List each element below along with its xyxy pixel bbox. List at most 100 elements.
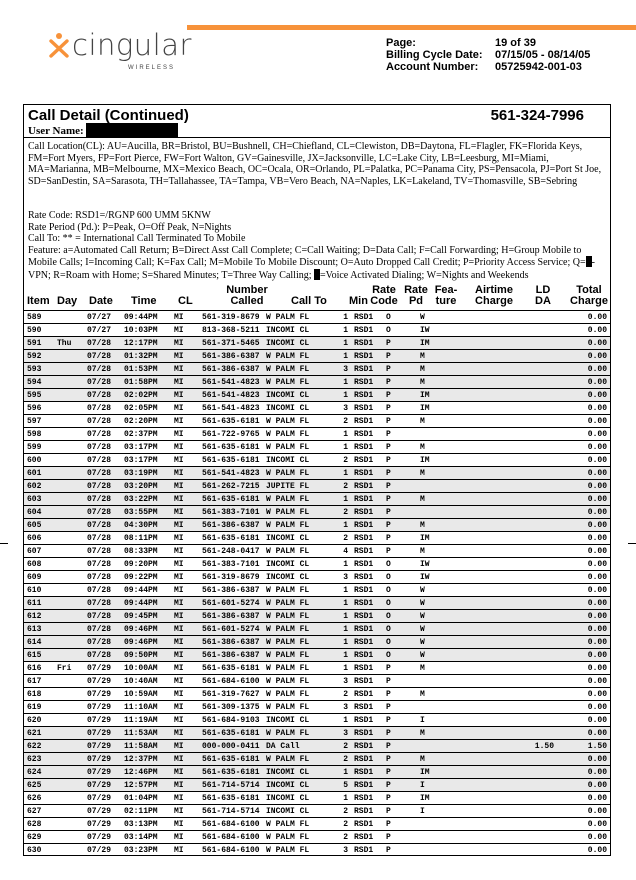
cell-call-to: INCOMI CL bbox=[263, 336, 333, 350]
cell-time: 08:11PM bbox=[121, 531, 171, 545]
cell-rate-code: RSD1 bbox=[351, 752, 383, 766]
cell-ld-da bbox=[507, 531, 557, 545]
cell-ld-da bbox=[507, 310, 557, 324]
cell-cl: MI bbox=[171, 830, 199, 844]
cell-ld-da bbox=[507, 609, 557, 623]
cell-date: 07/29 bbox=[84, 700, 121, 714]
cell-number-called: 561-541-4823 bbox=[199, 466, 263, 480]
col-airtime-charge: Airtime Charge bbox=[475, 284, 513, 307]
cell-feature: I bbox=[417, 804, 471, 818]
cell-number-called: 561-684-6100 bbox=[199, 817, 263, 831]
cell-airtime-charge bbox=[471, 388, 507, 402]
cell-rate-pd: P bbox=[383, 505, 417, 519]
cell-feature: M bbox=[417, 544, 471, 558]
cell-date: 07/27 bbox=[84, 323, 121, 337]
cell-day bbox=[54, 817, 84, 831]
cell-cl: MI bbox=[171, 843, 199, 856]
cell-feature: M bbox=[417, 726, 471, 740]
cell-call-to: INCOMI CL bbox=[263, 531, 333, 545]
cell-total-charge: 0.00 bbox=[557, 713, 610, 727]
cell-number-called: 561-684-6100 bbox=[199, 843, 263, 856]
cell-rate-pd: P bbox=[383, 479, 417, 493]
cell-ld-da bbox=[507, 661, 557, 675]
cell-rate-pd: O bbox=[383, 557, 417, 571]
cell-call-to: W PALM FL bbox=[263, 492, 333, 506]
table-row: 599 07/28 03:17PM MI 561-635-6181 W PALM FL 1 R… bbox=[24, 440, 610, 454]
cell-date: 07/29 bbox=[84, 752, 121, 766]
cell-cl: MI bbox=[171, 713, 199, 727]
cell-rate-code: RSD1 bbox=[351, 583, 383, 597]
cell-airtime-charge bbox=[471, 336, 507, 350]
col-feature: Fea-ture bbox=[434, 284, 458, 307]
call-detail-section: Call Detail (Continued) 561-324-7996 Use… bbox=[23, 104, 611, 856]
cell-time: 09:44PM bbox=[121, 596, 171, 610]
cell-number-called: 561-635-6181 bbox=[199, 531, 263, 545]
redaction-block bbox=[585, 256, 592, 267]
cell-day bbox=[54, 453, 84, 467]
cell-total-charge: 0.00 bbox=[557, 427, 610, 441]
cell-call-to: INCOMI CL bbox=[263, 388, 333, 402]
cell-ld-da bbox=[507, 596, 557, 610]
legend-rate-code: Rate Code: RSD1=/RGNP 600 UMM 5KNW bbox=[28, 210, 211, 221]
cell-time: 10:40AM bbox=[121, 674, 171, 688]
cell-day bbox=[54, 544, 84, 558]
cell-cl: MI bbox=[171, 804, 199, 818]
cell-total-charge: 0.00 bbox=[557, 570, 610, 584]
cell-ld-da bbox=[507, 505, 557, 519]
cell-airtime-charge bbox=[471, 635, 507, 649]
cell-call-to: INCOMI CL bbox=[263, 765, 333, 779]
cell-min: 2 bbox=[333, 414, 351, 428]
table-row: 620 07/29 11:19AM MI 561-684-9103 INCOMI CL 1 R… bbox=[24, 713, 610, 727]
table-row: 630 07/29 03:23PM MI 561-684-6100 W PALM FL 3 R… bbox=[24, 843, 610, 856]
cell-feature bbox=[417, 674, 471, 688]
cell-item: 590 bbox=[24, 323, 54, 337]
cell-airtime-charge bbox=[471, 466, 507, 480]
cell-date: 07/29 bbox=[84, 687, 121, 701]
cell-time: 01:53PM bbox=[121, 362, 171, 376]
cell-total-charge: 0.00 bbox=[557, 466, 610, 480]
cell-min: 1 bbox=[333, 518, 351, 532]
cell-item: 628 bbox=[24, 817, 54, 831]
cell-item: 624 bbox=[24, 765, 54, 779]
cell-time: 03:20PM bbox=[121, 479, 171, 493]
cell-rate-pd: P bbox=[383, 687, 417, 701]
cell-ld-da bbox=[507, 518, 557, 532]
cell-day bbox=[54, 674, 84, 688]
meta-account-number: Account Number: 05725942-001-03 bbox=[386, 61, 582, 73]
cell-min: 1 bbox=[333, 596, 351, 610]
cell-feature: IW bbox=[417, 323, 471, 337]
cell-time: 09:22PM bbox=[121, 570, 171, 584]
cell-number-called: 561-383-7101 bbox=[199, 505, 263, 519]
cell-item: 627 bbox=[24, 804, 54, 818]
cell-rate-code: RSD1 bbox=[351, 570, 383, 584]
cell-total-charge: 0.00 bbox=[557, 791, 610, 805]
table-row: 596 07/28 02:05PM MI 561-541-4823 INCOMI CL 3 R… bbox=[24, 401, 610, 415]
cell-feature bbox=[417, 479, 471, 493]
table-row: 593 07/28 01:53PM MI 561-386-6387 W PALM FL 3 R… bbox=[24, 362, 610, 376]
table-row: 616 Fri 07/29 10:00AM MI 561-635-6181 W PALM F… bbox=[24, 661, 610, 675]
cell-call-to: W PALM FL bbox=[263, 726, 333, 740]
brand-sub: WIRELESS bbox=[128, 65, 176, 71]
cell-min: 1 bbox=[333, 388, 351, 402]
cell-number-called: 561-541-4823 bbox=[199, 375, 263, 389]
cell-call-to: W PALM FL bbox=[263, 466, 333, 480]
cell-call-to: W PALM FL bbox=[263, 310, 333, 324]
cell-airtime-charge bbox=[471, 739, 507, 753]
cell-min: 2 bbox=[333, 531, 351, 545]
cell-ld-da bbox=[507, 830, 557, 844]
cell-min: 2 bbox=[333, 804, 351, 818]
cell-time: 12:37PM bbox=[121, 752, 171, 766]
cell-airtime-charge bbox=[471, 531, 507, 545]
cell-date: 07/28 bbox=[84, 362, 121, 376]
cell-item: 602 bbox=[24, 479, 54, 493]
cell-feature: M bbox=[417, 687, 471, 701]
cell-rate-code: RSD1 bbox=[351, 323, 383, 337]
cell-rate-code: RSD1 bbox=[351, 830, 383, 844]
cell-cl: MI bbox=[171, 635, 199, 649]
table-row: 607 07/28 08:33PM MI 561-248-0417 W PALM FL 4 R… bbox=[24, 544, 610, 558]
cell-rate-code: RSD1 bbox=[351, 635, 383, 649]
cell-day bbox=[54, 791, 84, 805]
cell-item: 623 bbox=[24, 752, 54, 766]
cell-min: 1 bbox=[333, 622, 351, 636]
cell-total-charge: 0.00 bbox=[557, 349, 610, 363]
